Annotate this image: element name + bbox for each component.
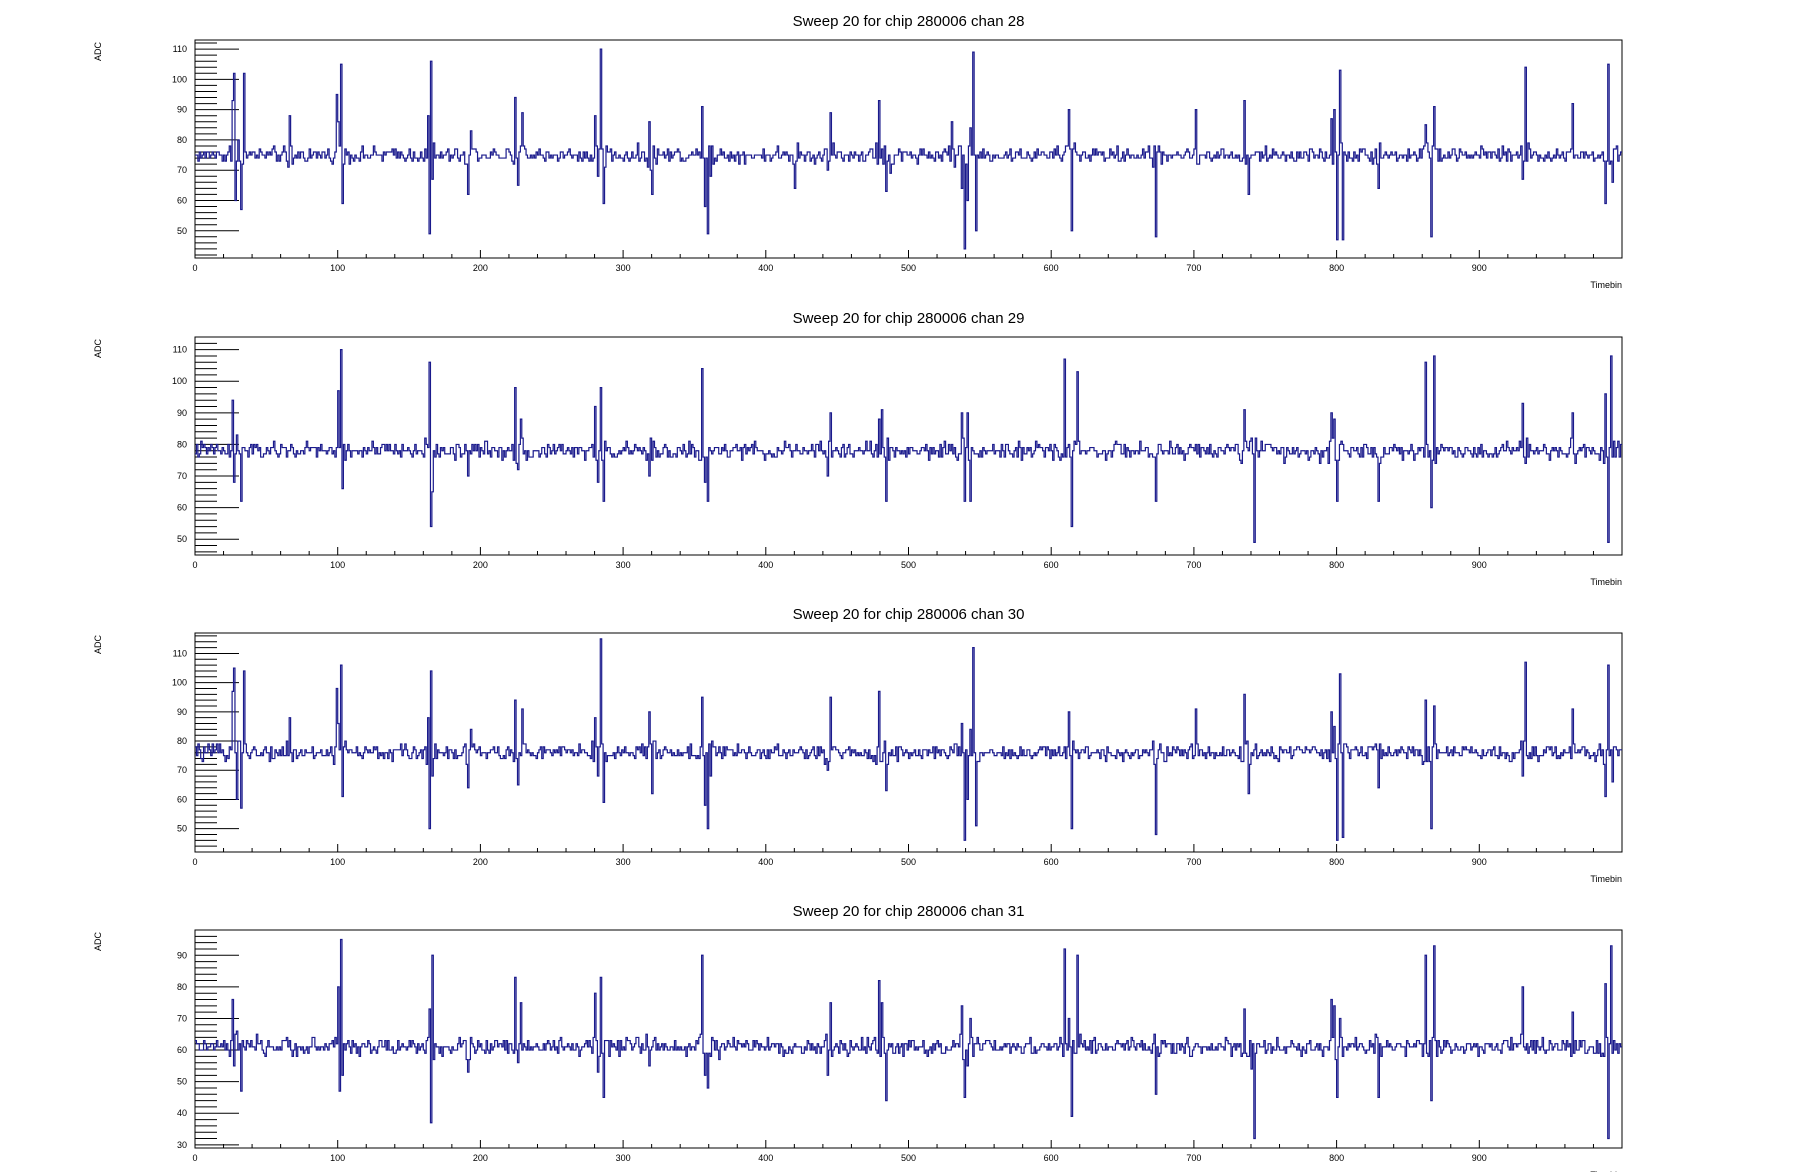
- x-tick-label: 600: [1044, 857, 1059, 867]
- plot-title: Sweep 20 for chip 280006 chan 30: [793, 606, 1025, 623]
- y-tick-label: 80: [177, 135, 187, 145]
- x-tick-label: 300: [616, 560, 631, 570]
- x-tick-label: 0: [192, 560, 197, 570]
- y-tick-label: 110: [173, 648, 187, 658]
- x-tick-label: 100: [330, 560, 345, 570]
- plot-title: Sweep 20 for chip 280006 chan 31: [793, 903, 1025, 920]
- x-tick-label: 900: [1472, 263, 1487, 273]
- plot-panel-1: Sweep 20 for chip 280006 chan 29 ADC Timeb…: [93, 310, 1623, 587]
- y-tick-label: 80: [177, 982, 187, 992]
- x-tick-label: 700: [1186, 1153, 1201, 1163]
- y-tick-label: 50: [177, 534, 187, 544]
- y-tick-label: 110: [173, 345, 187, 355]
- x-tick-label: 200: [473, 1153, 488, 1163]
- y-tick-label: 100: [172, 376, 187, 386]
- y-tick-label: 90: [177, 105, 187, 115]
- y-tick-label: 40: [177, 1108, 187, 1118]
- x-tick-label: 800: [1329, 263, 1344, 273]
- x-tick-label: 900: [1472, 857, 1487, 867]
- x-axis-label: Timebin: [1590, 1170, 1622, 1172]
- x-tick-label: 800: [1329, 857, 1344, 867]
- x-axis-label: Timebin: [1590, 874, 1622, 884]
- series-line: [195, 349, 1622, 543]
- y-tick-label: 60: [177, 195, 187, 205]
- x-tick-label: 500: [901, 263, 916, 273]
- x-tick-label: 100: [330, 857, 345, 867]
- y-tick-label: 90: [177, 950, 187, 960]
- x-tick-label: 0: [192, 263, 197, 273]
- x-tick-label: 300: [616, 1153, 631, 1163]
- x-tick-label: 100: [330, 1153, 345, 1163]
- x-tick-label: 900: [1472, 1153, 1487, 1163]
- plot-title: Sweep 20 for chip 280006 chan 28: [793, 13, 1025, 30]
- x-tick-label: 0: [192, 857, 197, 867]
- x-tick-label: 900: [1472, 560, 1487, 570]
- plot-frame: [194, 632, 1623, 853]
- x-tick-label: 500: [901, 1153, 916, 1163]
- y-tick-label: 70: [177, 471, 187, 481]
- x-tick-label: 400: [758, 560, 773, 570]
- y-axis-label: ADC: [93, 932, 103, 952]
- y-tick-label: 90: [177, 707, 187, 717]
- x-tick-label: 400: [758, 1153, 773, 1163]
- plot-frame: [194, 929, 1623, 1149]
- x-tick-label: 200: [473, 560, 488, 570]
- x-tick-label: 200: [473, 263, 488, 273]
- y-tick-label: 50: [177, 226, 187, 236]
- x-tick-label: 700: [1186, 560, 1201, 570]
- y-tick-label: 60: [177, 503, 187, 513]
- x-tick-label: 0: [192, 1153, 197, 1163]
- plot-frame: [194, 336, 1623, 556]
- y-tick-label: 70: [177, 765, 187, 775]
- x-tick-label: 500: [901, 560, 916, 570]
- x-tick-label: 600: [1044, 560, 1059, 570]
- y-tick-label: 50: [177, 824, 187, 834]
- y-axis-label: ADC: [93, 635, 103, 655]
- x-tick-label: 600: [1044, 263, 1059, 273]
- y-tick-label: 30: [177, 1140, 187, 1150]
- y-tick-label: 80: [177, 439, 187, 449]
- x-tick-label: 800: [1329, 1153, 1344, 1163]
- plot-panel-3: Sweep 20 for chip 280006 chan 31 ADC Timeb…: [93, 903, 1623, 1172]
- y-axis-label: ADC: [93, 42, 103, 62]
- x-tick-label: 300: [616, 263, 631, 273]
- y-axis-label: ADC: [93, 339, 103, 359]
- plot-title: Sweep 20 for chip 280006 chan 29: [793, 310, 1025, 327]
- x-tick-label: 700: [1186, 857, 1201, 867]
- x-tick-label: 500: [901, 857, 916, 867]
- x-axis-label: Timebin: [1590, 577, 1622, 587]
- series-line: [195, 48, 1622, 250]
- x-tick-label: 400: [758, 263, 773, 273]
- series-line: [195, 638, 1622, 841]
- x-tick-label: 100: [330, 263, 345, 273]
- x-tick-label: 700: [1186, 263, 1201, 273]
- y-tick-label: 60: [177, 794, 187, 804]
- y-tick-label: 70: [177, 165, 187, 175]
- x-tick-label: 300: [616, 857, 631, 867]
- y-tick-label: 70: [177, 1013, 187, 1023]
- series-line: [195, 938, 1622, 1140]
- y-tick-label: 60: [177, 1045, 187, 1055]
- plot-panel-2: Sweep 20 for chip 280006 chan 30 ADC Timeb…: [93, 606, 1623, 884]
- y-tick-label: 90: [177, 408, 187, 418]
- x-axis-label: Timebin: [1590, 280, 1622, 290]
- x-tick-label: 400: [758, 857, 773, 867]
- plot-panel-0: Sweep 20 for chip 280006 chan 28 ADC Timeb…: [93, 13, 1623, 290]
- x-tick-label: 200: [473, 857, 488, 867]
- y-tick-label: 100: [172, 74, 187, 84]
- x-tick-label: 800: [1329, 560, 1344, 570]
- y-tick-label: 50: [177, 1077, 187, 1087]
- x-tick-label: 600: [1044, 1153, 1059, 1163]
- y-tick-label: 100: [172, 678, 187, 688]
- y-tick-label: 110: [173, 44, 187, 54]
- y-tick-label: 80: [177, 736, 187, 746]
